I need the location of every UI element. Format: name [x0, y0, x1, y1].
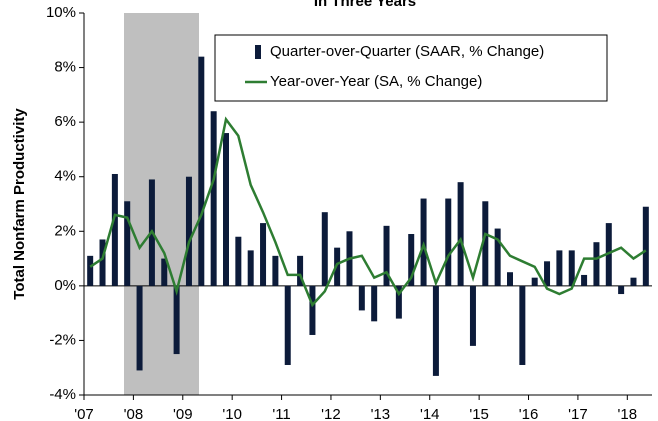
y-axis-label: Total Nonfarm Productivity: [11, 108, 28, 300]
x-tick-label: '10: [222, 406, 242, 421]
bar: [494, 228, 501, 286]
bar: [272, 255, 279, 286]
x-tick-label: '07: [74, 406, 94, 421]
x-tick-label: '08: [124, 406, 144, 421]
bar: [457, 182, 464, 286]
y-tick-label: 8%: [54, 59, 76, 76]
y-tick-label: -2%: [49, 331, 76, 348]
y-tick-label: 6%: [54, 113, 76, 130]
bar: [618, 285, 625, 295]
legend-label: Quarter-over-Quarter (SAAR, % Change): [270, 43, 544, 60]
x-tick-label: '13: [371, 406, 391, 421]
bar: [124, 201, 131, 286]
bar: [507, 272, 513, 286]
bar: [235, 236, 242, 286]
bar: [482, 201, 489, 286]
legend-label: Year-over-Year (SA, % Change): [270, 73, 482, 90]
bar: [99, 239, 106, 286]
bar: [210, 111, 217, 286]
line: [89, 116, 647, 308]
x-tick-label: '17: [568, 406, 588, 421]
bar: [432, 285, 439, 376]
legend-box: [214, 34, 608, 102]
x-tick-label: '09: [173, 406, 193, 421]
bar: [136, 285, 143, 371]
bar: [544, 261, 551, 286]
bar: [297, 255, 304, 286]
bar: [581, 274, 588, 286]
bar: [605, 223, 612, 286]
bar: [630, 277, 637, 286]
bar: [371, 285, 378, 322]
bar: [383, 225, 390, 286]
x-tick-label: '14: [420, 406, 440, 421]
bar: [593, 242, 600, 286]
x-tick-label: '12: [321, 406, 341, 421]
y-tick-label: 0%: [54, 277, 76, 294]
bar: [445, 198, 452, 286]
bar: [87, 255, 94, 286]
bar: [161, 258, 168, 286]
bar: [284, 285, 291, 365]
bar: [185, 176, 192, 286]
bar: [531, 277, 538, 286]
chart-title: In Three Years: [314, 0, 416, 10]
bar: [395, 285, 402, 319]
bar: [408, 234, 415, 286]
bar: [519, 285, 526, 365]
bar: [198, 56, 205, 286]
bar: [309, 285, 316, 335]
legend-swatch: [255, 45, 261, 59]
x-tick-label: '18: [618, 406, 638, 421]
bar: [247, 250, 254, 286]
bar: [469, 285, 476, 346]
x-tick-label: '15: [469, 406, 489, 421]
x-tick-label: '16: [519, 406, 539, 421]
y-tick-label: 10%: [46, 4, 76, 21]
bar: [642, 206, 649, 286]
y-tick-label: -4%: [49, 386, 76, 403]
x-tick-label: '11: [272, 406, 290, 421]
bar: [260, 223, 267, 286]
bar: [321, 212, 328, 286]
y-tick-label: 4%: [54, 168, 76, 185]
bar: [568, 250, 575, 286]
bar: [223, 133, 229, 286]
bar: [111, 173, 118, 286]
bar: [358, 285, 365, 311]
y-tick-label: 2%: [54, 222, 76, 239]
bar: [556, 250, 563, 286]
bar: [173, 285, 180, 355]
